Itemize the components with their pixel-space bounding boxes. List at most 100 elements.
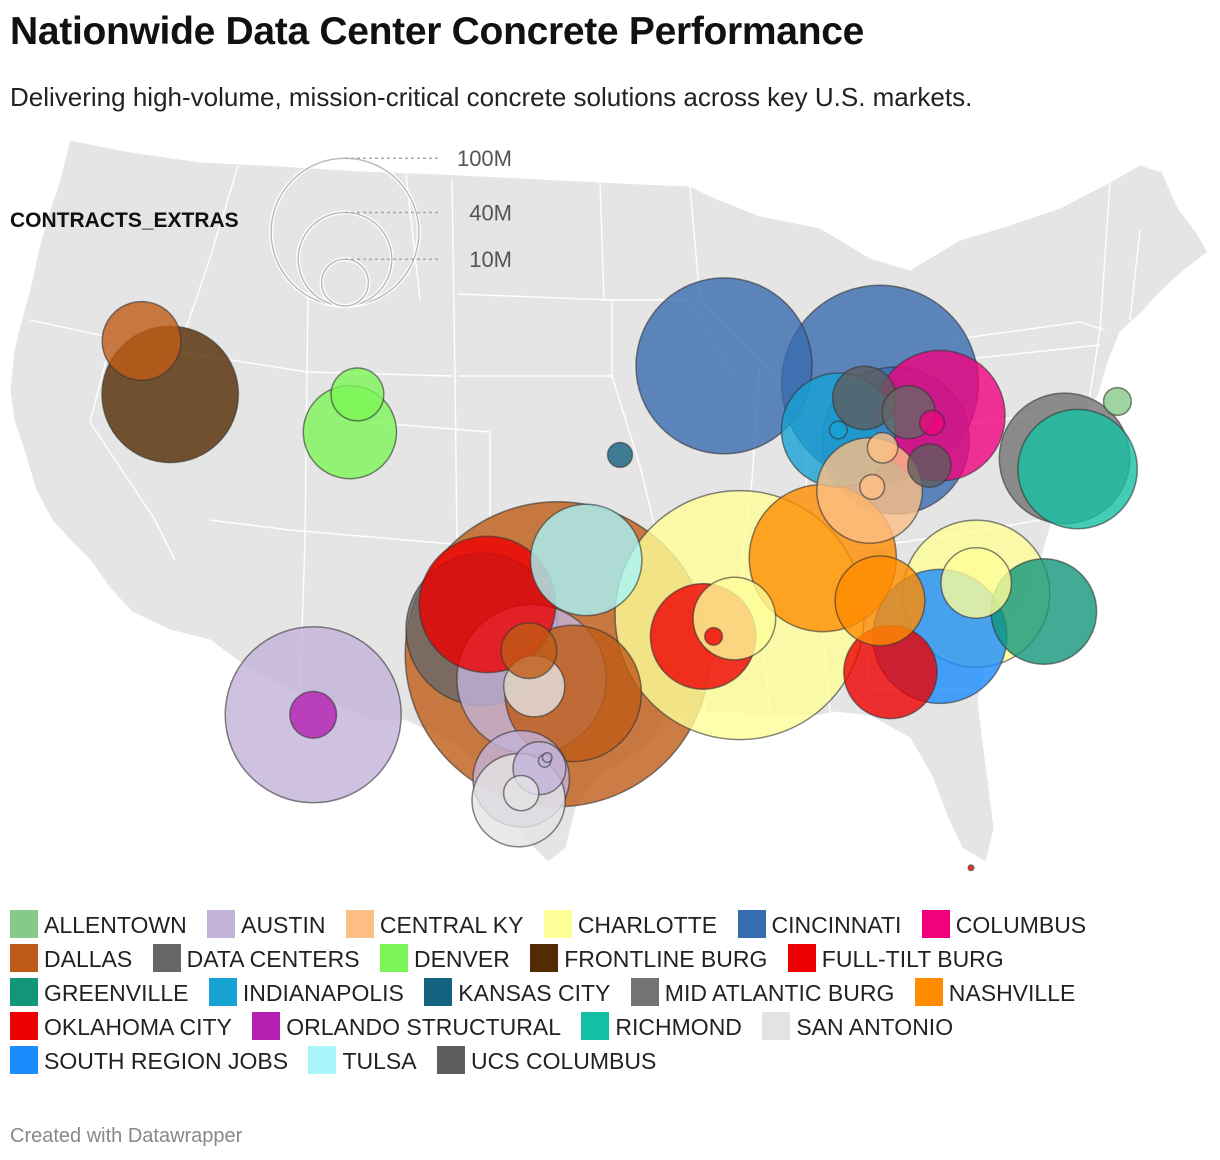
legend-item-tulsa: TULSA — [308, 1044, 417, 1078]
footer-credit: Created with Datawrapper — [10, 1125, 243, 1147]
bubble-denver[interactable] — [330, 367, 385, 422]
legend-item-orlando-structural: ORLANDO STRUCTURAL — [252, 1010, 561, 1044]
legend-swatch — [308, 1046, 337, 1074]
bubble-richmond[interactable] — [1017, 408, 1139, 530]
bubble-full-tilt-burg[interactable] — [967, 864, 975, 872]
bubble-cincinnati[interactable] — [635, 277, 813, 455]
legend-item-data-centers: DATA CENTERS — [152, 942, 360, 976]
legend-label: CINCINNATI — [771, 912, 902, 938]
legend-item-frontline-burg: FRONTLINE BURG — [530, 942, 767, 976]
legend-swatch — [152, 944, 181, 972]
legend-swatch — [630, 978, 659, 1006]
size-legend-value-label: 40M — [469, 201, 512, 226]
legend-swatch — [10, 910, 38, 938]
legend-label: GREENVILLE — [44, 980, 189, 1006]
legend-swatch — [10, 1046, 38, 1074]
legend-item-full-tilt-burg: FULL-TILT BURG — [787, 942, 1004, 976]
legend-item-dallas: DALLAS — [10, 942, 132, 976]
legend-item-ucs-columbus: UCS COLUMBUS — [437, 1044, 656, 1078]
legend-label: DALLAS — [44, 946, 133, 972]
legend-item-greenville: GREENVILLE — [10, 976, 188, 1010]
legend-label: CENTRAL KY — [379, 912, 524, 938]
bubble-austin[interactable] — [541, 751, 553, 764]
bubble-tulsa[interactable] — [529, 503, 643, 617]
chart-title: Nationwide Data Center Concrete Performa… — [10, 10, 864, 53]
legend-label: SOUTH REGION JOBS — [44, 1048, 289, 1074]
bubble-columbus[interactable] — [918, 409, 946, 436]
legend-swatch — [437, 1046, 466, 1074]
bubble-kansas-city[interactable] — [606, 441, 634, 469]
legend-label: AUSTIN — [241, 912, 326, 938]
bubble-dallas[interactable] — [500, 622, 558, 680]
legend-item-mid-atlantic-burg: MID ATLANTIC BURG — [630, 976, 895, 1010]
legend-swatch — [424, 978, 453, 1006]
us-bubble-map: 100M 40M 10M — [9, 120, 1209, 872]
color-legend: ALLENTOWN AUSTIN CENTRAL KY CHARLOTTE CI… — [10, 908, 1215, 1078]
legend-swatch — [379, 944, 408, 972]
bubble-oklahoma-city[interactable] — [704, 626, 724, 646]
legend-swatch — [345, 910, 374, 938]
legend-swatch — [10, 978, 38, 1006]
bubble-indianapolis[interactable] — [828, 420, 848, 440]
legend-item-charlotte: CHARLOTTE — [543, 908, 718, 942]
legend-swatch — [10, 944, 38, 972]
size-legend-value-label: 100M — [457, 146, 512, 171]
legend-label: DATA CENTERS — [186, 946, 360, 972]
bubble-charlotte[interactable] — [940, 547, 1013, 619]
legend-swatch — [208, 978, 237, 1006]
legend-item-richmond: RICHMOND — [581, 1010, 742, 1044]
legend-item-cincinnati: CINCINNATI — [737, 908, 902, 942]
size-legend-value-label: 10M — [469, 247, 512, 272]
legend-label: NASHVILLE — [948, 980, 1076, 1006]
legend-label: OKLAHOMA CITY — [44, 1014, 232, 1040]
legend-label: SAN ANTONIO — [796, 1014, 954, 1040]
legend-label: UCS COLUMBUS — [471, 1048, 657, 1074]
legend-label: CHARLOTTE — [577, 912, 718, 938]
legend-item-austin: AUSTIN — [207, 908, 325, 942]
size-legend-title: CONTRACTS_EXTRAS — [10, 209, 239, 232]
legend-swatch — [10, 1012, 38, 1040]
bubble-central-ky[interactable] — [866, 431, 899, 464]
legend-label: FULL-TILT BURG — [821, 946, 1004, 972]
legend-item-san-antonio: SAN ANTONIO — [762, 1010, 953, 1044]
legend-label: RICHMOND — [615, 1014, 742, 1040]
chart-subtitle: Delivering high-volume, mission-critical… — [10, 82, 973, 112]
bubble-dallas[interactable] — [101, 300, 182, 382]
bubble-charlotte[interactable] — [692, 576, 777, 661]
legend-label: KANSAS CITY — [458, 980, 611, 1006]
legend-swatch — [252, 1012, 281, 1040]
bubble-nashville[interactable] — [834, 555, 926, 647]
size-legend: 100M 40M 10M — [269, 146, 512, 309]
bubble-orlando-structural[interactable] — [289, 690, 338, 739]
legend-swatch — [921, 910, 950, 938]
legend-label: ALLENTOWN — [44, 912, 187, 938]
legend-item-columbus: COLUMBUS — [921, 908, 1087, 942]
legend-swatch — [207, 910, 236, 938]
legend-swatch — [762, 1012, 791, 1040]
bubble-ucs-columbus[interactable] — [907, 443, 952, 488]
legend-item-central-ky: CENTRAL KY — [345, 908, 524, 942]
legend-item-south-region-jobs: SOUTH REGION JOBS — [10, 1044, 288, 1078]
legend-swatch — [581, 1012, 610, 1040]
legend-label: ORLANDO STRUCTURAL — [286, 1014, 562, 1040]
bubble-san-antonio[interactable] — [502, 774, 540, 812]
legend-label: DENVER — [413, 946, 510, 972]
market-bubbles — [101, 277, 1139, 872]
legend-swatch — [530, 944, 559, 972]
legend-swatch — [914, 978, 943, 1006]
legend-item-denver: DENVER — [379, 942, 510, 976]
legend-swatch — [787, 944, 816, 972]
bubble-central-ky[interactable] — [859, 473, 886, 501]
legend-item-allentown: ALLENTOWN — [10, 908, 187, 942]
legend-swatch — [543, 910, 572, 938]
legend-label: MID ATLANTIC BURG — [664, 980, 895, 1006]
legend-swatch — [737, 910, 766, 938]
legend-label: INDIANAPOLIS — [242, 980, 404, 1006]
legend-label: FRONTLINE BURG — [564, 946, 768, 972]
legend-item-oklahoma-city: OKLAHOMA CITY — [10, 1010, 232, 1044]
legend-item-kansas-city: KANSAS CITY — [424, 976, 610, 1010]
legend-label: TULSA — [342, 1048, 417, 1074]
legend-label: COLUMBUS — [955, 912, 1087, 938]
legend-item-nashville: NASHVILLE — [914, 976, 1076, 1010]
bubble-allentown[interactable] — [1102, 386, 1133, 417]
